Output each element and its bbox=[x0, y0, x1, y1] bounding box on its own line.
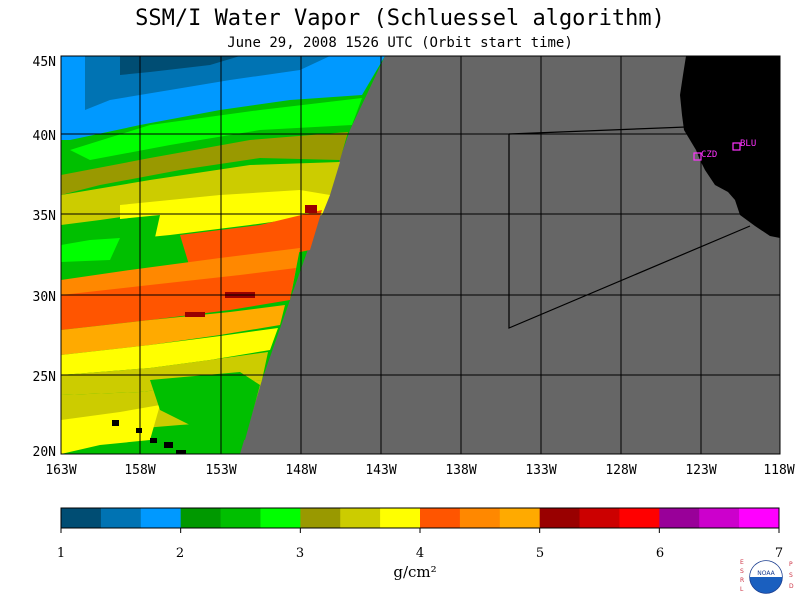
logo-letter: S bbox=[789, 572, 793, 579]
lon-label: 143W bbox=[365, 463, 396, 478]
logo-letter: R bbox=[740, 577, 744, 584]
longitude-labels: 163W 158W 153W 148W 143W 138W 133W 128W … bbox=[45, 463, 794, 478]
colorbar bbox=[60, 507, 780, 533]
colorbar-tick: 2 bbox=[176, 546, 184, 561]
colorbar-tick-labels: 1 2 3 4 5 6 7 bbox=[57, 546, 783, 561]
lat-label: 45N bbox=[33, 55, 56, 70]
colorbar-tick: 5 bbox=[536, 546, 544, 561]
map-plot-area: CZD BLU bbox=[61, 56, 780, 454]
map-subtitle: June 29, 2008 1526 UTC (Orbit start time… bbox=[227, 35, 573, 51]
lat-label: 25N bbox=[33, 370, 56, 385]
colorbar-swatch bbox=[699, 508, 740, 528]
map-title: SSM/I Water Vapor (Schluessel algorithm) bbox=[135, 6, 665, 31]
colorbar-swatch bbox=[579, 508, 620, 528]
colorbar-swatch bbox=[659, 508, 700, 528]
lat-label: 20N bbox=[33, 445, 56, 460]
logo-letter: D bbox=[789, 583, 794, 590]
logo-letter: P bbox=[789, 561, 793, 568]
lon-label: 133W bbox=[525, 463, 556, 478]
station-blu: BLU bbox=[732, 139, 756, 151]
colorbar-tick: 1 bbox=[57, 546, 65, 561]
colorbar-swatch bbox=[61, 508, 102, 528]
lon-label: 158W bbox=[124, 463, 155, 478]
lon-label: 128W bbox=[605, 463, 636, 478]
colorbar-swatch bbox=[220, 508, 261, 528]
colorbar-swatch bbox=[140, 508, 182, 528]
station-czd-label: CZD bbox=[701, 150, 717, 160]
station-czd: CZD bbox=[693, 150, 717, 161]
colorbar-swatch bbox=[619, 508, 660, 528]
colorbar-swatch bbox=[180, 508, 222, 528]
colorbar-swatch bbox=[739, 508, 780, 528]
lon-label: 153W bbox=[205, 463, 236, 478]
hawaii-islands bbox=[112, 420, 186, 454]
logo-letter: E bbox=[740, 559, 744, 566]
colorbar-tick: 4 bbox=[416, 546, 424, 561]
lon-label: 138W bbox=[445, 463, 476, 478]
latitude-labels: 45N 40N 35N 30N 25N 20N bbox=[33, 55, 56, 460]
noaa-esrl-psd-logo: NOAA E S R L P S D bbox=[740, 559, 794, 594]
station-blu-label: BLU bbox=[740, 139, 756, 149]
colorbar-tick: 7 bbox=[775, 546, 783, 561]
colorbar-swatch bbox=[499, 508, 541, 528]
lon-label: 163W bbox=[45, 463, 76, 478]
colorbar-swatch bbox=[420, 508, 461, 528]
domain-boundary bbox=[508, 126, 751, 329]
lon-label: 118W bbox=[763, 463, 794, 478]
noaa-logo-text: NOAA bbox=[757, 570, 775, 577]
colorbar-swatch bbox=[300, 508, 341, 528]
colorbar-swatch bbox=[459, 508, 501, 528]
colorbar-swatch bbox=[340, 508, 381, 528]
lon-label: 148W bbox=[285, 463, 316, 478]
map-frame bbox=[60, 55, 781, 455]
colorbar-swatch bbox=[260, 508, 301, 528]
colorbar-swatch bbox=[539, 508, 581, 528]
north-america-landmass bbox=[680, 56, 780, 238]
water-vapor-swath bbox=[61, 56, 385, 454]
colorbar-tick: 6 bbox=[656, 546, 664, 561]
logo-letter: L bbox=[740, 586, 744, 593]
lat-label: 30N bbox=[33, 290, 56, 305]
graticule bbox=[61, 56, 780, 454]
lat-label: 40N bbox=[33, 129, 56, 144]
lon-label: 123W bbox=[685, 463, 716, 478]
colorbar-swatch bbox=[100, 508, 142, 528]
logo-letter: S bbox=[740, 568, 744, 575]
colorbar-unit-label: g/cm² bbox=[393, 563, 437, 581]
lat-label: 35N bbox=[33, 209, 56, 224]
colorbar-swatch bbox=[380, 508, 421, 528]
colorbar-tick: 3 bbox=[296, 546, 304, 561]
